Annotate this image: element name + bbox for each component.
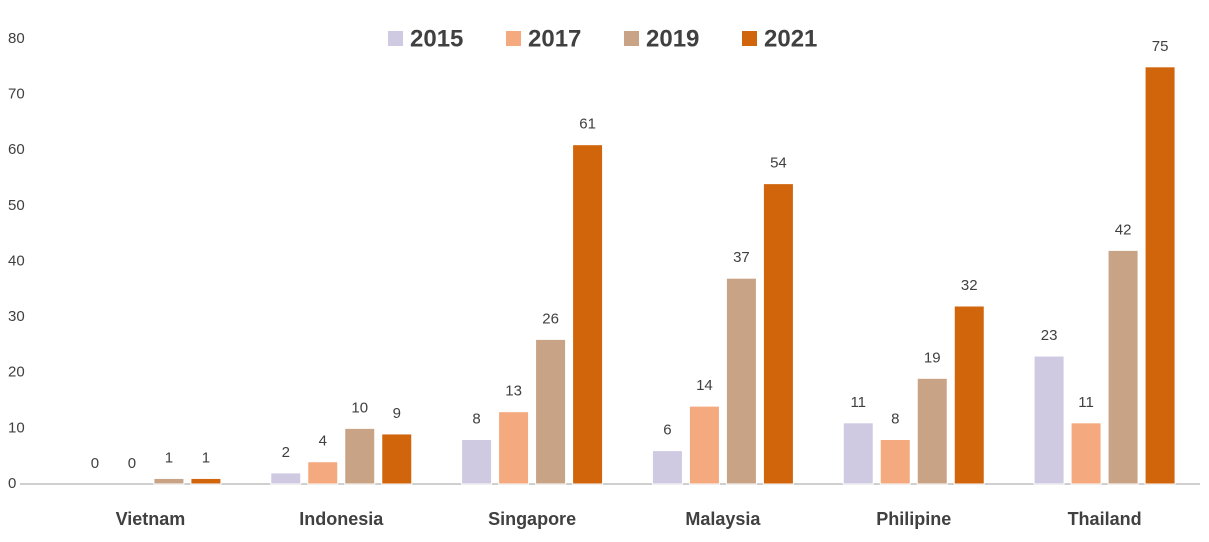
- value-label: 54: [770, 155, 787, 172]
- legend-swatch: [388, 31, 403, 46]
- value-label: 13: [505, 383, 522, 400]
- y-tick-label: 60: [8, 141, 25, 158]
- bar: [461, 439, 493, 485]
- y-tick-label: 30: [8, 308, 25, 325]
- value-label: 61: [579, 116, 596, 133]
- value-label: 0: [91, 455, 99, 472]
- bar: [153, 477, 185, 485]
- bar: [270, 472, 302, 485]
- legend-label: 2021: [764, 25, 817, 52]
- x-tick-label: Singapore: [488, 509, 576, 529]
- value-label: 75: [1152, 38, 1169, 55]
- legend-swatch: [742, 31, 757, 46]
- y-tick-label: 80: [8, 30, 25, 47]
- y-tick-label: 10: [8, 419, 25, 436]
- x-tick-label: Thailand: [1068, 509, 1142, 529]
- x-tick-label: Malaysia: [685, 509, 761, 529]
- y-tick-label: 40: [8, 252, 25, 269]
- bar: [953, 305, 985, 485]
- legend-label: 2015: [410, 25, 463, 52]
- value-label: 4: [319, 433, 327, 450]
- bar: [1033, 355, 1065, 485]
- bar: [381, 433, 413, 485]
- x-tick-label: Indonesia: [299, 509, 384, 529]
- y-tick-label: 50: [8, 197, 25, 214]
- value-label: 42: [1115, 221, 1132, 238]
- value-label: 11: [850, 394, 866, 411]
- value-label: 8: [891, 410, 899, 427]
- value-label: 14: [696, 377, 713, 394]
- bar: [1144, 66, 1176, 485]
- value-label: 9: [393, 405, 401, 422]
- value-label: 10: [351, 399, 368, 416]
- bar: [916, 377, 948, 485]
- bar: [762, 183, 794, 485]
- bar: [190, 477, 222, 485]
- value-label: 8: [472, 410, 480, 427]
- value-label: 26: [542, 310, 559, 327]
- bar: [879, 439, 911, 485]
- bar: [1070, 422, 1102, 485]
- bar: [498, 411, 530, 485]
- legend-swatch: [624, 31, 639, 46]
- bar: [651, 450, 683, 485]
- bar: [842, 422, 874, 485]
- legend-label: 2017: [528, 25, 581, 52]
- value-label: 0: [128, 455, 136, 472]
- value-label: 11: [1078, 394, 1094, 411]
- bar: [688, 405, 720, 485]
- y-tick-label: 20: [8, 364, 25, 381]
- value-label: 1: [165, 449, 173, 466]
- value-label: 23: [1041, 327, 1058, 344]
- y-tick-label: 0: [8, 475, 16, 492]
- bar: [535, 338, 567, 485]
- bar: [307, 461, 339, 485]
- bar: [344, 427, 376, 485]
- x-tick-label: Vietnam: [116, 509, 186, 529]
- value-label: 19: [924, 349, 941, 366]
- x-tick-label: Philipine: [876, 509, 951, 529]
- value-label: 37: [733, 249, 750, 266]
- bar: [572, 144, 604, 485]
- value-label: 6: [663, 422, 671, 439]
- bar: [725, 277, 757, 485]
- value-label: 2: [282, 444, 290, 461]
- legend-swatch: [506, 31, 521, 46]
- y-tick-label: 70: [8, 86, 25, 103]
- value-label: 32: [961, 277, 978, 294]
- legend-label: 2019: [646, 25, 699, 52]
- value-label: 1: [202, 449, 210, 466]
- bar: [1107, 249, 1139, 485]
